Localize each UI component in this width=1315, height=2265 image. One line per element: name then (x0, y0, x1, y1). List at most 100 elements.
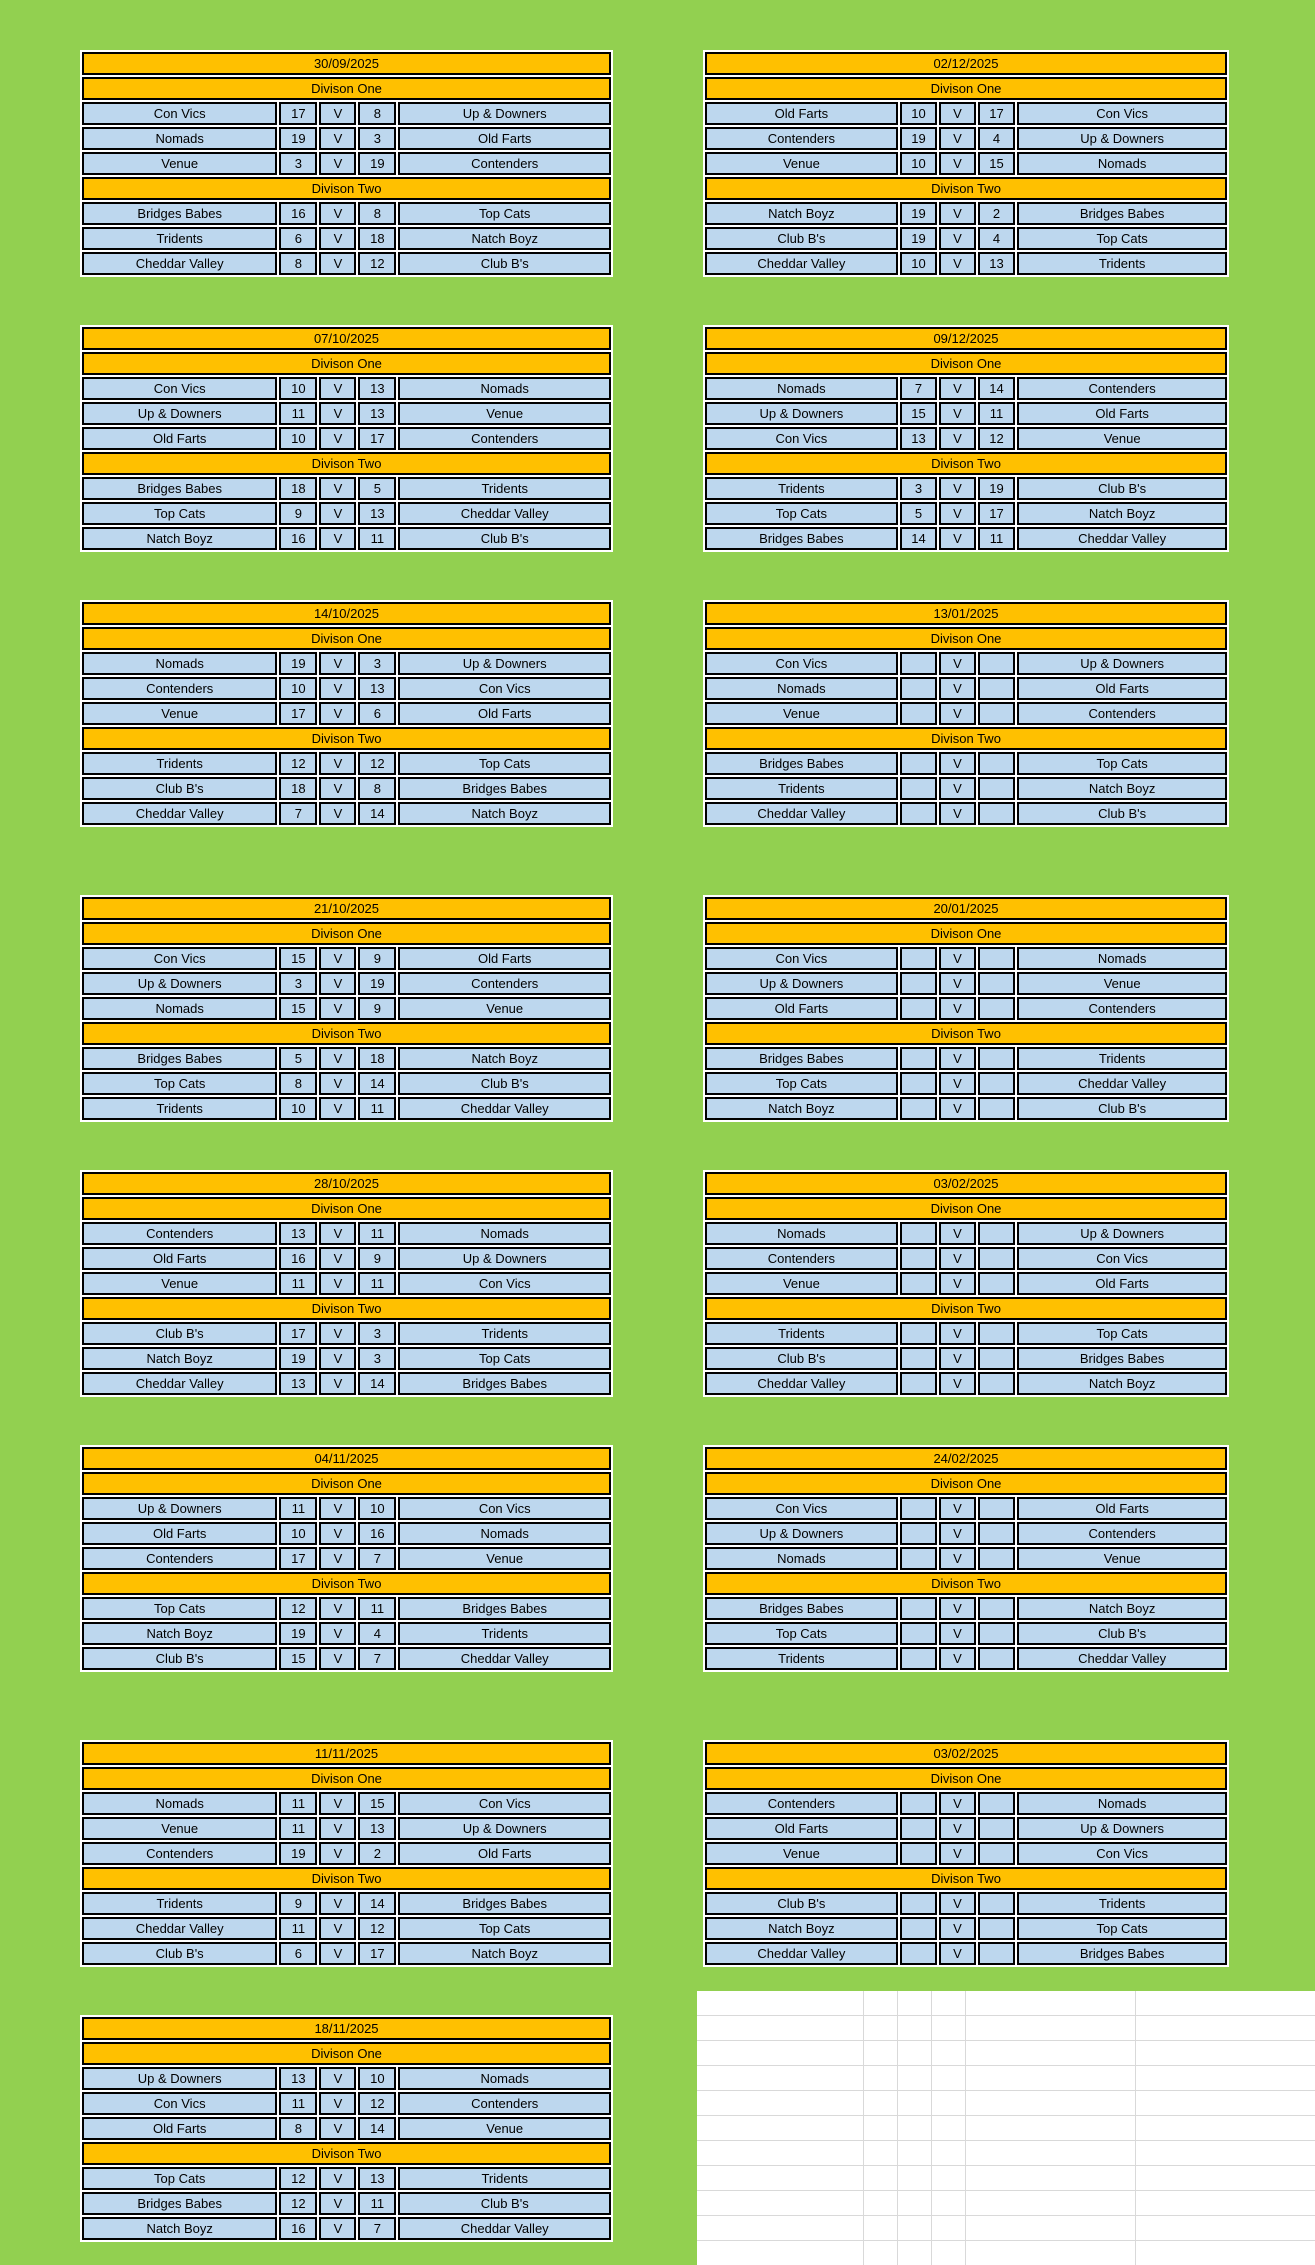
away-score-cell[interactable]: 3 (358, 652, 397, 675)
versus-cell[interactable]: V (319, 947, 357, 970)
away-score-cell[interactable]: 10 (358, 1497, 397, 1520)
home-score-cell[interactable]: 13 (279, 1372, 318, 1395)
versus-cell[interactable]: V (319, 1842, 357, 1865)
home-score-cell[interactable]: 10 (279, 1522, 318, 1545)
home-team-cell[interactable]: Natch Boyz (82, 1347, 278, 1370)
away-score-cell[interactable]: 14 (358, 1892, 397, 1915)
away-team-cell[interactable]: Up & Downers (398, 102, 611, 125)
away-team-cell[interactable]: Cheddar Valley (1017, 527, 1227, 550)
away-team-cell[interactable]: Old Farts (1017, 402, 1227, 425)
away-team-cell[interactable]: Nomads (398, 2067, 611, 2090)
away-score-cell[interactable] (977, 1222, 1016, 1245)
away-score-cell[interactable] (977, 1917, 1016, 1940)
home-score-cell[interactable]: 17 (279, 1547, 318, 1570)
away-team-cell[interactable]: Venue (398, 1547, 611, 1570)
away-team-cell[interactable]: Old Farts (1017, 677, 1227, 700)
away-score-cell[interactable] (977, 1942, 1016, 1965)
away-team-cell[interactable]: Top Cats (1017, 1322, 1227, 1345)
home-score-cell[interactable] (899, 1842, 938, 1865)
versus-cell[interactable]: V (939, 527, 976, 550)
versus-cell[interactable]: V (319, 702, 357, 725)
date-cell[interactable]: 03/02/2025 (705, 1172, 1227, 1195)
away-team-cell[interactable]: Nomads (398, 1522, 611, 1545)
away-team-cell[interactable]: Venue (1017, 1547, 1227, 1570)
versus-cell[interactable]: V (939, 1347, 976, 1370)
away-team-cell[interactable]: Con Vics (398, 1497, 611, 1520)
away-team-cell[interactable]: Bridges Babes (1017, 202, 1227, 225)
home-score-cell[interactable]: 9 (279, 1892, 318, 1915)
versus-cell[interactable]: V (939, 227, 976, 250)
versus-cell[interactable]: V (319, 1347, 357, 1370)
away-score-cell[interactable]: 11 (977, 402, 1016, 425)
versus-cell[interactable]: V (319, 2092, 357, 2115)
home-score-cell[interactable]: 10 (279, 1097, 318, 1120)
home-team-cell[interactable]: Cheddar Valley (705, 252, 898, 275)
versus-cell[interactable]: V (939, 1942, 976, 1965)
away-team-cell[interactable]: Natch Boyz (1017, 502, 1227, 525)
home-score-cell[interactable]: 15 (279, 1647, 318, 1670)
away-score-cell[interactable] (977, 1597, 1016, 1620)
versus-cell[interactable]: V (939, 1372, 976, 1395)
versus-cell[interactable]: V (319, 502, 357, 525)
away-score-cell[interactable]: 11 (358, 1272, 397, 1295)
home-team-cell[interactable]: Contenders (82, 1222, 278, 1245)
away-team-cell[interactable]: Con Vics (398, 1792, 611, 1815)
home-team-cell[interactable]: Natch Boyz (82, 1622, 278, 1645)
versus-cell[interactable]: V (939, 1322, 976, 1345)
away-score-cell[interactable] (977, 1792, 1016, 1815)
home-team-cell[interactable]: Natch Boyz (705, 1917, 898, 1940)
division-two-header-cell[interactable]: Divison Two (82, 2142, 611, 2165)
home-team-cell[interactable]: Contenders (705, 127, 898, 150)
home-team-cell[interactable]: Bridges Babes (705, 527, 898, 550)
division-two-header-cell[interactable]: Divison Two (705, 1867, 1227, 1890)
home-score-cell[interactable]: 19 (279, 652, 318, 675)
away-score-cell[interactable]: 13 (358, 677, 397, 700)
versus-cell[interactable]: V (939, 1547, 976, 1570)
home-team-cell[interactable]: Tridents (82, 752, 278, 775)
home-team-cell[interactable]: Top Cats (705, 1622, 898, 1645)
away-score-cell[interactable]: 19 (358, 152, 397, 175)
away-score-cell[interactable]: 3 (358, 1322, 397, 1345)
home-team-cell[interactable]: Top Cats (705, 502, 898, 525)
away-score-cell[interactable]: 7 (358, 1547, 397, 1570)
home-team-cell[interactable]: Cheddar Valley (82, 802, 278, 825)
away-team-cell[interactable]: Nomads (1017, 947, 1227, 970)
home-team-cell[interactable]: Con Vics (82, 947, 278, 970)
away-score-cell[interactable]: 14 (358, 2117, 397, 2140)
home-team-cell[interactable]: Bridges Babes (82, 477, 278, 500)
home-score-cell[interactable]: 8 (279, 252, 318, 275)
away-team-cell[interactable]: Bridges Babes (1017, 1942, 1227, 1965)
home-score-cell[interactable]: 15 (279, 997, 318, 1020)
division-one-header-cell[interactable]: Divison One (82, 77, 611, 100)
home-team-cell[interactable]: Natch Boyz (705, 1097, 898, 1120)
away-team-cell[interactable]: Con Vics (398, 1272, 611, 1295)
home-score-cell[interactable] (899, 1892, 938, 1915)
home-score-cell[interactable]: 19 (279, 1347, 318, 1370)
away-score-cell[interactable]: 12 (358, 752, 397, 775)
division-one-header-cell[interactable]: Divison One (82, 352, 611, 375)
home-team-cell[interactable]: Venue (82, 702, 278, 725)
versus-cell[interactable]: V (319, 2067, 357, 2090)
versus-cell[interactable]: V (319, 1547, 357, 1570)
home-team-cell[interactable]: Old Farts (705, 102, 898, 125)
division-one-header-cell[interactable]: Divison One (82, 1472, 611, 1495)
versus-cell[interactable]: V (939, 652, 976, 675)
home-score-cell[interactable]: 11 (279, 1792, 318, 1815)
home-score-cell[interactable]: 11 (279, 1817, 318, 1840)
home-team-cell[interactable]: Natch Boyz (82, 2217, 278, 2240)
away-score-cell[interactable]: 13 (977, 252, 1016, 275)
away-team-cell[interactable]: Natch Boyz (398, 1942, 611, 1965)
away-team-cell[interactable]: Tridents (398, 1322, 611, 1345)
away-score-cell[interactable] (977, 1547, 1016, 1570)
home-team-cell[interactable]: Top Cats (82, 1597, 278, 1620)
home-team-cell[interactable]: Nomads (705, 1222, 898, 1245)
home-team-cell[interactable]: Tridents (705, 1647, 898, 1670)
division-one-header-cell[interactable]: Divison One (705, 627, 1227, 650)
home-score-cell[interactable] (899, 752, 938, 775)
versus-cell[interactable]: V (319, 1272, 357, 1295)
home-team-cell[interactable]: Club B's (705, 227, 898, 250)
home-score-cell[interactable]: 11 (279, 402, 318, 425)
home-score-cell[interactable]: 11 (279, 2092, 318, 2115)
home-team-cell[interactable]: Venue (705, 1842, 898, 1865)
away-score-cell[interactable] (977, 997, 1016, 1020)
